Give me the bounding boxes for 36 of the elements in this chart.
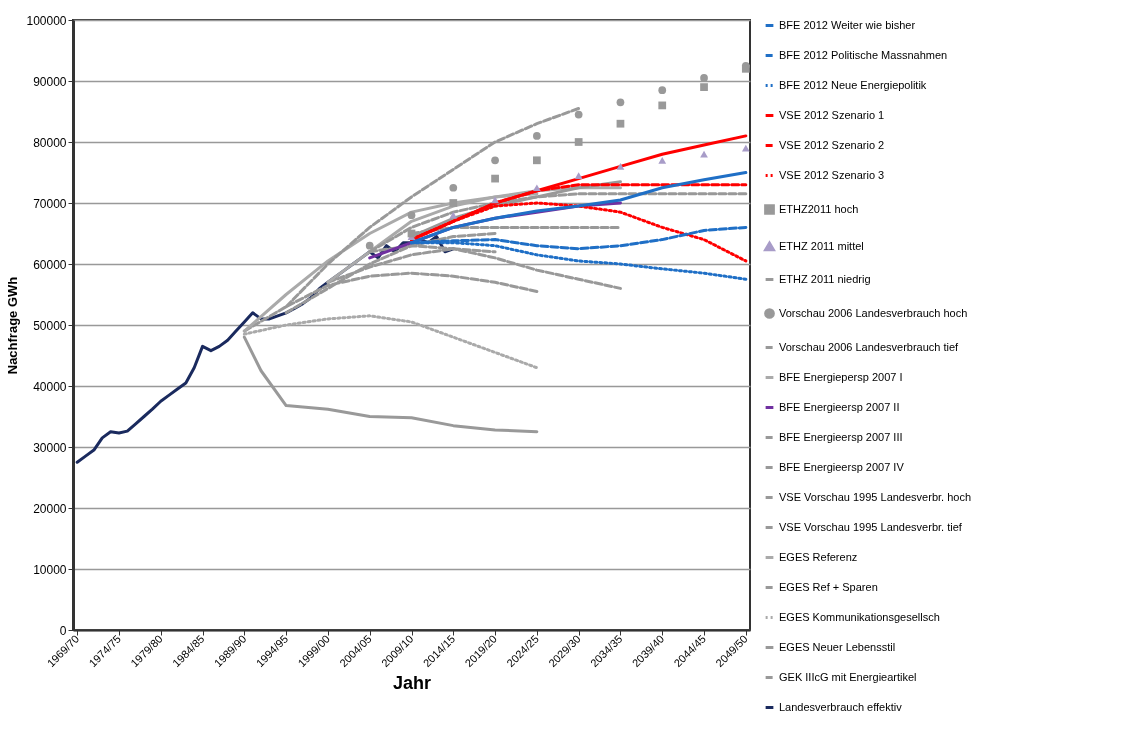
legend-label: VSE Vorschau 1995 Landesverbr. hoch bbox=[779, 490, 972, 503]
legend-label: EGES Ref + Sparen bbox=[779, 580, 878, 593]
legend-label: ETHZ 2011 mittel bbox=[779, 239, 864, 252]
y-tick-label: 100000 bbox=[26, 13, 67, 28]
legend-label: BFE Energieersp 2007 IV bbox=[779, 460, 905, 473]
legend-label: ETHZ 2011 niedrig bbox=[779, 272, 871, 285]
legend-label: EGES Referenz bbox=[779, 550, 858, 563]
y-tick-label: 0 bbox=[59, 623, 67, 638]
y-tick-label: 30000 bbox=[33, 440, 67, 455]
legend-label: BFE Energieersp 2007 II bbox=[779, 400, 900, 413]
legend-label: VSE 2012 Szenario 1 bbox=[779, 108, 885, 121]
legend-label: ETHZ2011 hoch bbox=[779, 202, 859, 215]
legend-label: GEK IIIcG mit Energieartikel bbox=[779, 670, 917, 683]
legend-label: BFE Energiepersp 2007 I bbox=[779, 370, 903, 383]
legend-label: VSE 2012 Szenario 3 bbox=[779, 168, 885, 181]
y-tick-label: 80000 bbox=[33, 135, 67, 150]
y-axis-title: Nachfrage GWh bbox=[5, 276, 21, 375]
y-tick-label: 60000 bbox=[33, 257, 67, 272]
legend-label: BFE 2012 Neue Energiepolitik bbox=[779, 78, 927, 91]
legend-label: EGES Neuer Lebensstil bbox=[779, 640, 896, 653]
y-tick-label: 70000 bbox=[33, 196, 67, 211]
legend-label: Vorschau 2006 Landesverbrauch hoch bbox=[779, 306, 968, 319]
legend-label: VSE Vorschau 1995 Landesverbr. tief bbox=[779, 520, 963, 533]
legend-label: Landesverbrauch effektiv bbox=[779, 700, 903, 713]
y-tick-label: 40000 bbox=[33, 379, 67, 394]
y-tick-label: 20000 bbox=[33, 501, 67, 516]
legend-label: BFE 2012 Politische Massnahmen bbox=[779, 48, 948, 61]
x-axis-title: Jahr bbox=[392, 673, 432, 694]
legend-label: BFE 2012 Weiter wie bisher bbox=[779, 18, 916, 31]
y-tick-label: 90000 bbox=[33, 74, 67, 89]
legend-label: EGES Kommunikationsgesellsch bbox=[779, 610, 940, 623]
legend-label: VSE 2012 Szenario 2 bbox=[779, 138, 885, 151]
legend-label: BFE Energieersp 2007 III bbox=[779, 430, 903, 443]
legend-label: Vorschau 2006 Landesverbrauch tief bbox=[779, 340, 960, 353]
y-tick-label: 50000 bbox=[33, 318, 67, 333]
y-tick-label: 10000 bbox=[33, 562, 67, 577]
